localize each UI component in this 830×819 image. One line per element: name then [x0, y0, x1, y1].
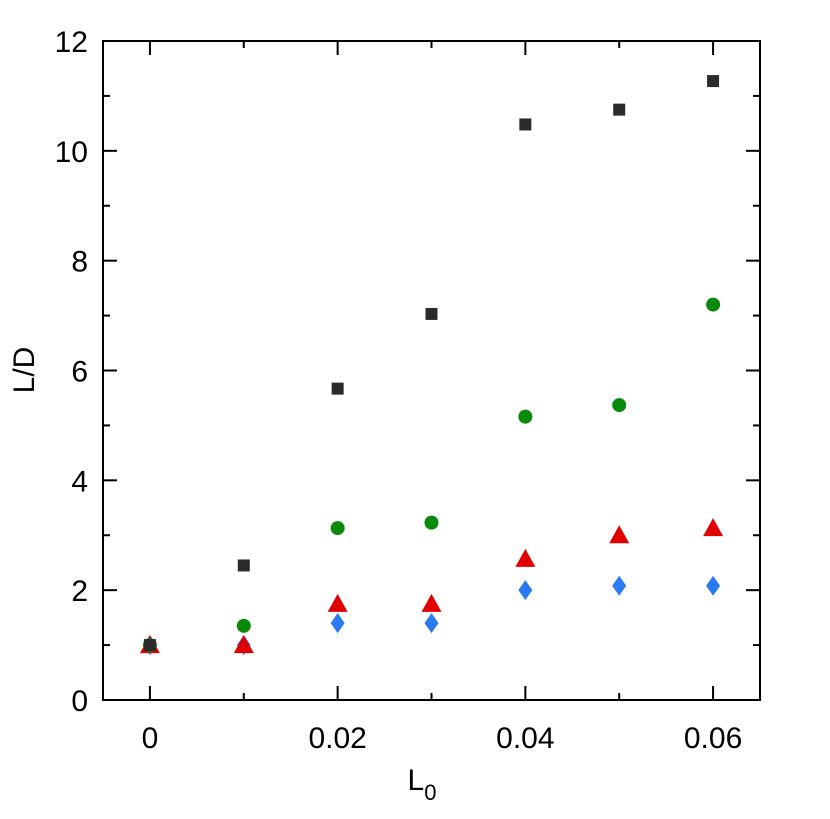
y-tick-label: 2 [71, 575, 88, 608]
x-tick-label: 0.04 [496, 722, 554, 755]
x-axis-title-main: L [408, 764, 425, 797]
square-point [237, 559, 250, 572]
triangle-point [515, 548, 536, 567]
x-tick-label: 0 [142, 722, 159, 755]
x-tick-label: 0.02 [308, 722, 366, 755]
diamond-point [706, 575, 721, 596]
square-point [519, 118, 532, 131]
x-axis-title: L0 [408, 764, 437, 805]
triangle-point [233, 635, 254, 654]
circle-point [612, 398, 627, 413]
circle-point [706, 297, 721, 312]
triangle-point [327, 593, 348, 612]
y-tick-label: 8 [71, 246, 88, 279]
circle-point [518, 409, 533, 424]
major-ticks [103, 40, 760, 701]
square-point [707, 75, 720, 88]
y-tick-label: 10 [55, 136, 88, 169]
y-tick-label: 4 [71, 465, 88, 498]
y-tick-label: 0 [71, 685, 88, 718]
y-axis-title: L/D [8, 347, 41, 394]
y-tick-labels: 0 2 4 6 8 10 12 [55, 26, 88, 718]
triangle-point [703, 518, 724, 537]
diamond-point [518, 580, 533, 601]
square-point [143, 639, 156, 652]
diamond-point [424, 613, 439, 634]
x-tick-labels: 0 0.02 0.04 0.06 [142, 722, 743, 755]
triangle-point [421, 593, 442, 612]
x-axis-title-subscript: 0 [424, 780, 436, 805]
square-point [331, 382, 344, 395]
circle-point [330, 521, 345, 536]
diamond-point [330, 613, 345, 634]
diamond-point [612, 575, 627, 596]
square-point [425, 307, 438, 320]
circle-point [424, 515, 439, 530]
circle-point [236, 618, 251, 633]
x-tick-label: 0.06 [684, 722, 742, 755]
data-points [139, 75, 724, 656]
y-tick-label: 6 [71, 356, 88, 389]
square-point [613, 103, 626, 116]
triangle-point [609, 525, 630, 544]
minor-ticks [103, 41, 760, 700]
y-tick-label: 12 [55, 26, 88, 59]
